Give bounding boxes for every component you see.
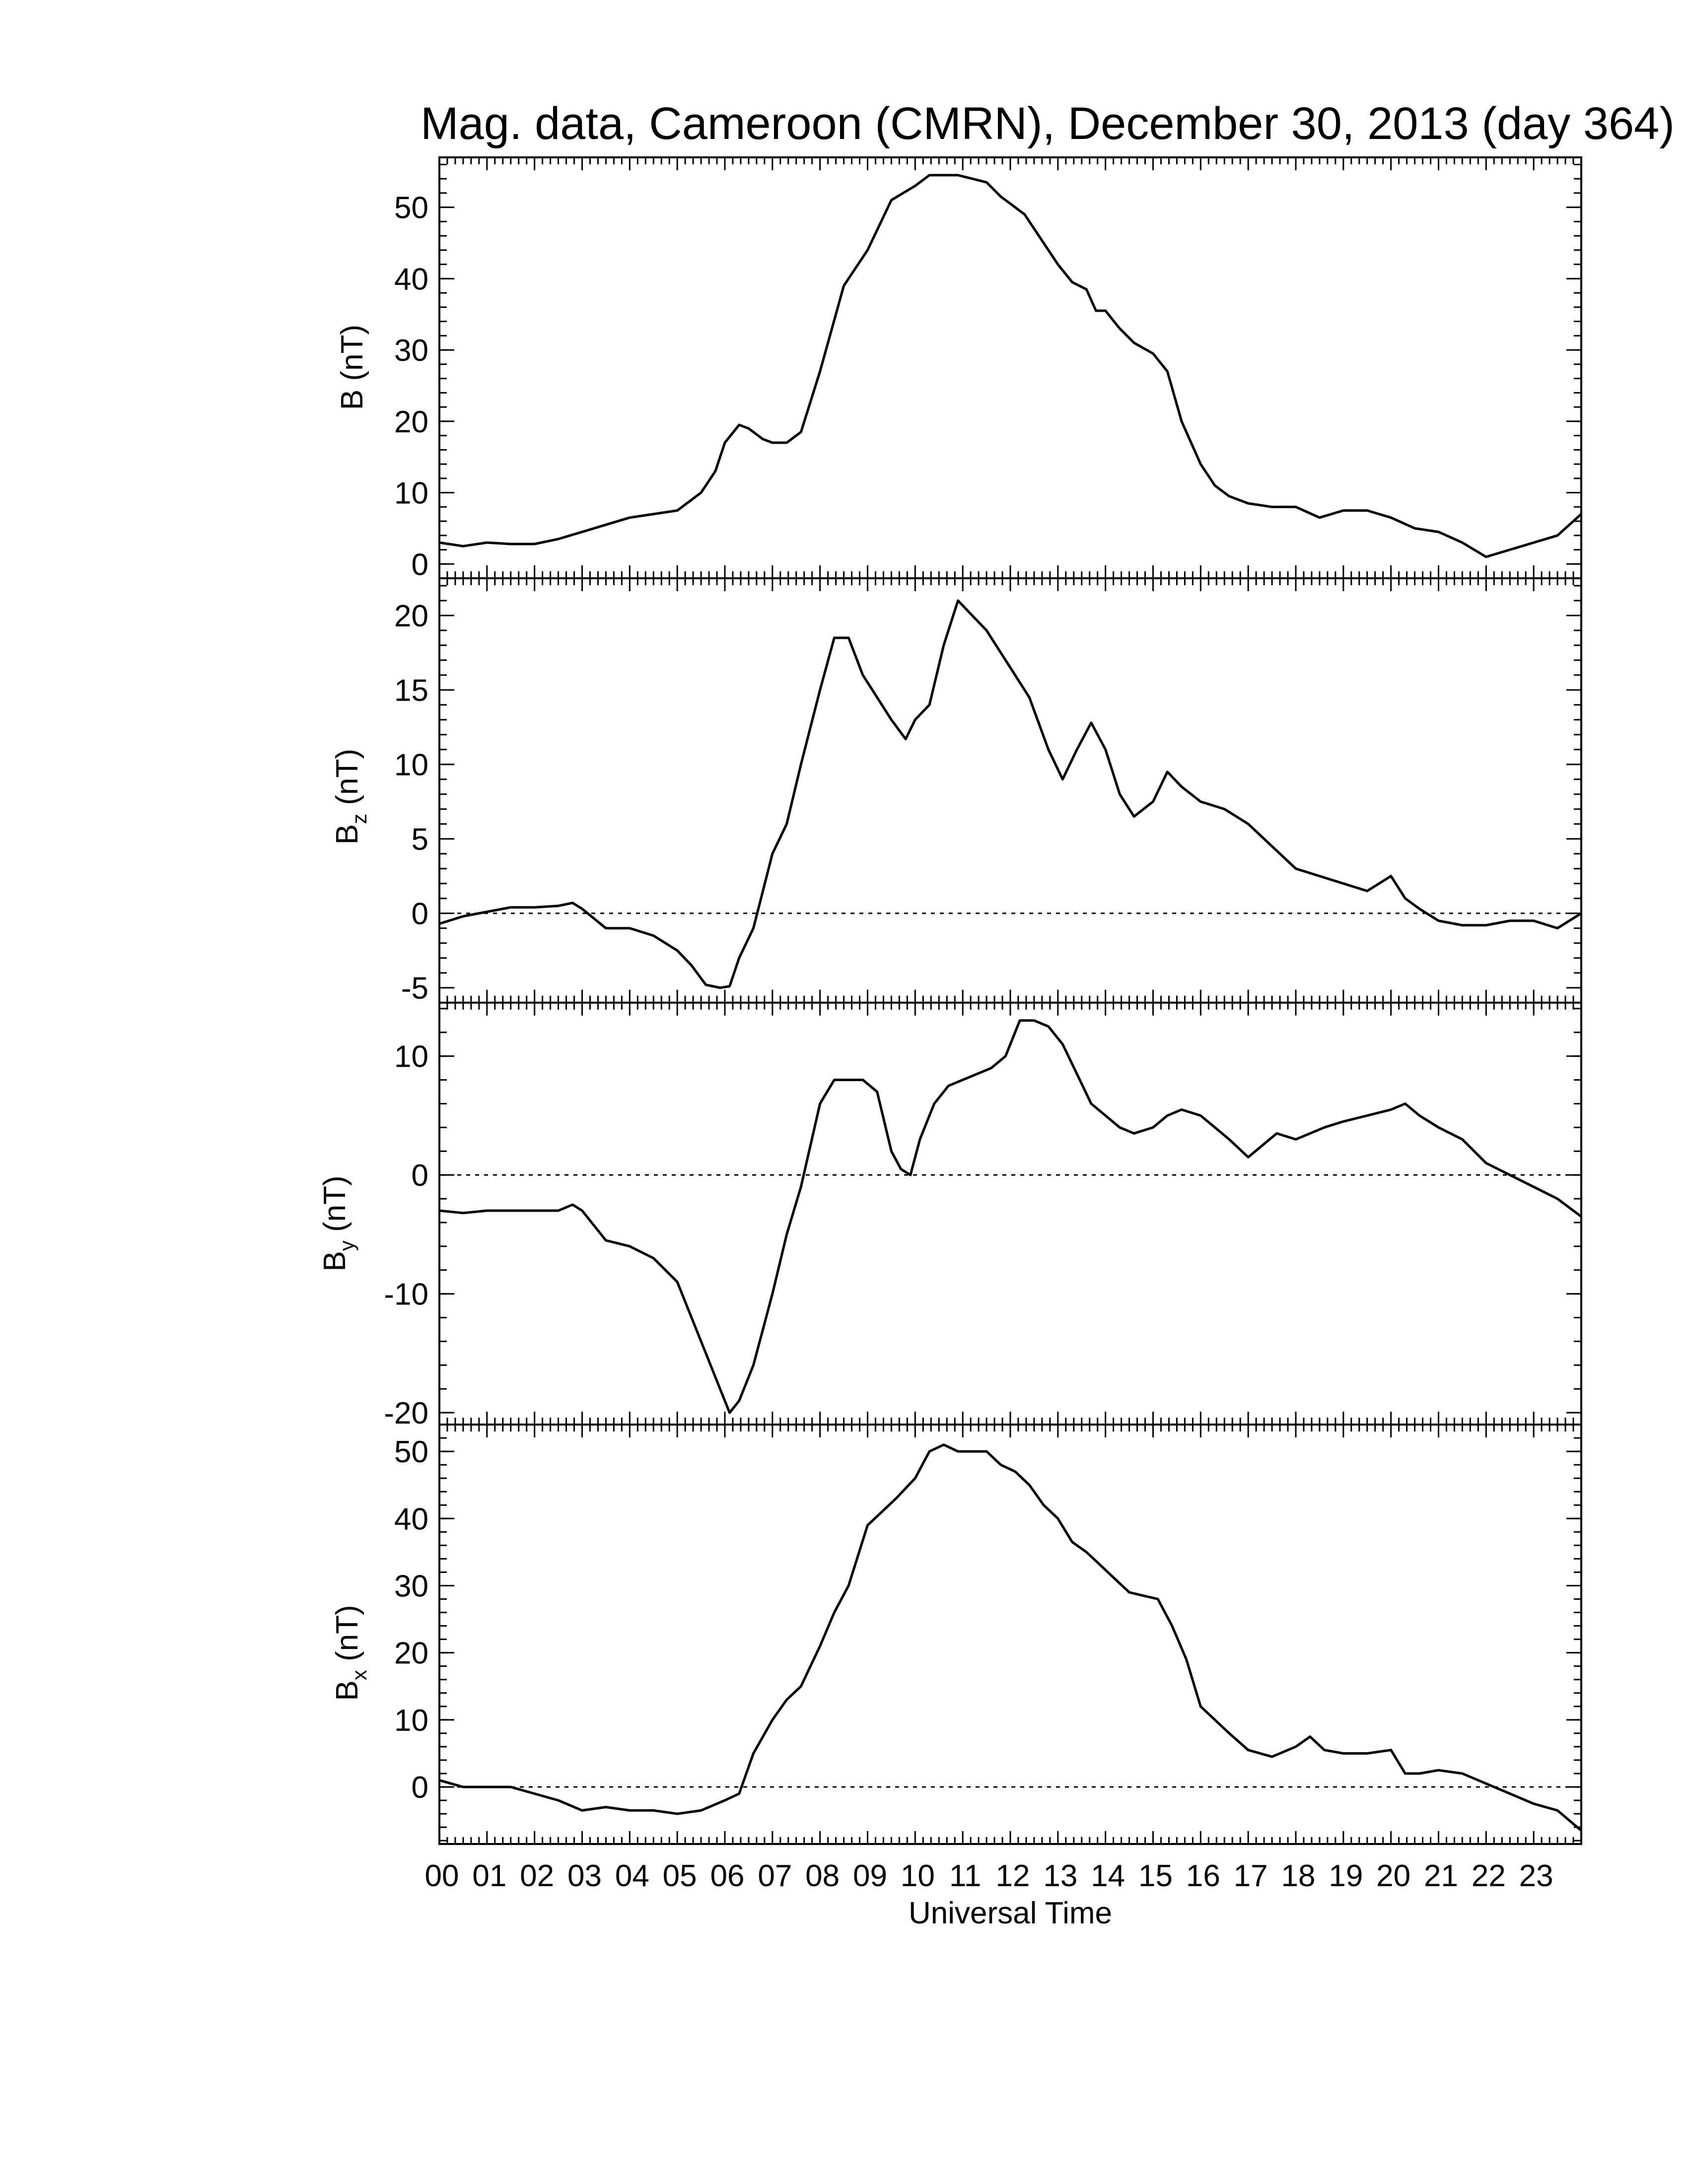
- y-tick-label: 50: [394, 1435, 428, 1469]
- y-axis-label-bz-sub: z: [348, 814, 371, 824]
- x-tick-label: 06: [710, 1859, 745, 1893]
- y-axis-label-bx-sub: x: [348, 1670, 371, 1680]
- x-tick-label: 11: [949, 1859, 981, 1893]
- x-tick-label: 21: [1424, 1859, 1458, 1893]
- y-tick-label: 0: [412, 897, 428, 931]
- y-axis-label-by: By (nT): [318, 1175, 358, 1271]
- x-tick-label: 16: [1186, 1859, 1220, 1893]
- panel-b-total: B (nT) 0 10 20 30 40 50: [335, 156, 1582, 582]
- x-tick-label: 05: [663, 1859, 697, 1893]
- x-tick-label: 14: [1091, 1859, 1125, 1893]
- x-tick-label: 08: [805, 1859, 840, 1893]
- x-tick-label: 15: [1138, 1859, 1173, 1893]
- panel-frame: [438, 1002, 1582, 1426]
- y-tick-label: 40: [394, 1502, 428, 1536]
- panel-bx: Bx (nT) 0 10 20 30 40 50: [330, 1424, 1582, 1845]
- panel-by: By (nT) -20 -10 0 10: [318, 1002, 1582, 1431]
- panel-frame: [438, 1424, 1582, 1845]
- x-tick-label: 00: [425, 1859, 459, 1893]
- y-tick-label: 30: [394, 334, 428, 368]
- y-axis-label-bx-unit: (nT): [330, 1605, 364, 1670]
- y-axis-label-b: B (nT): [335, 325, 369, 410]
- y-tick-label: 20: [394, 405, 428, 439]
- x-axis-label: Universal Time: [909, 1896, 1112, 1930]
- x-tick-label: 20: [1376, 1859, 1410, 1893]
- panel-frame: [438, 577, 1582, 1004]
- y-tick-label: 30: [394, 1569, 428, 1603]
- x-tick-label: 19: [1329, 1859, 1363, 1893]
- y-axis-label-bz: Bz (nT): [330, 749, 371, 844]
- y-axis-label-by-main: B: [318, 1251, 352, 1271]
- x-tick-label: 01: [472, 1859, 506, 1893]
- y-axis-label-bz-unit: (nT): [330, 749, 364, 814]
- y-tick-label: 20: [394, 599, 428, 633]
- y-tick-label: 0: [412, 1771, 428, 1805]
- y-tick-label: 50: [394, 191, 428, 225]
- y-tick-label: 20: [394, 1637, 428, 1671]
- series-line: [439, 1443, 1582, 1832]
- x-tick-label: 17: [1234, 1859, 1268, 1893]
- x-tick-label: 13: [1043, 1859, 1077, 1893]
- series-line: [439, 599, 1582, 989]
- y-tick-label: 0: [412, 1159, 428, 1193]
- y-axis-label-by-sub: y: [335, 1240, 358, 1251]
- x-tick-label: 04: [615, 1859, 649, 1893]
- y-axis-label-bz-main: B: [330, 824, 364, 844]
- y-tick-label: 10: [394, 477, 428, 511]
- y-tick-label: 5: [412, 822, 428, 857]
- x-tick-label: 12: [996, 1859, 1030, 1893]
- x-tick-label: 03: [567, 1859, 602, 1893]
- y-axis-label-bx: Bx (nT): [330, 1605, 371, 1701]
- y-tick-label: 10: [394, 1040, 428, 1074]
- y-axis-label-by-unit: (nT): [318, 1175, 352, 1240]
- x-tick-label: 10: [901, 1859, 935, 1893]
- y-tick-label: 10: [394, 1704, 428, 1738]
- x-tick-label: 22: [1472, 1859, 1506, 1893]
- chart-title: Mag. data, Cameroon (CMRN), December 30,…: [421, 98, 1675, 149]
- x-tick-label: 07: [758, 1859, 792, 1893]
- y-axis-label-bx-main: B: [330, 1680, 364, 1701]
- series-line: [439, 174, 1582, 558]
- x-tick-label: 18: [1281, 1859, 1316, 1893]
- y-tick-label: -20: [384, 1396, 428, 1431]
- series-line: [439, 1019, 1582, 1414]
- x-tick-label: 09: [853, 1859, 887, 1893]
- x-tick-label: 02: [520, 1859, 554, 1893]
- y-tick-label: 40: [394, 262, 428, 296]
- y-tick-label: -10: [384, 1278, 428, 1312]
- x-tick-label: 23: [1519, 1859, 1553, 1893]
- x-axis-tick-labels: 00 01 02 03 04 05 06 07 08 09 10 11 12 13 14 15 16 17 18 19…: [425, 1859, 1553, 1893]
- y-tick-label: 10: [394, 748, 428, 782]
- panel-frame: [438, 156, 1582, 579]
- y-axis-label-b-main: B (nT): [335, 325, 369, 410]
- y-tick-label: -5: [401, 971, 428, 1006]
- panel-bz: Bz (nT) -5 0 5 10 15 20: [330, 577, 1582, 1006]
- y-tick-label: 0: [412, 547, 428, 582]
- y-tick-label: 15: [394, 674, 428, 708]
